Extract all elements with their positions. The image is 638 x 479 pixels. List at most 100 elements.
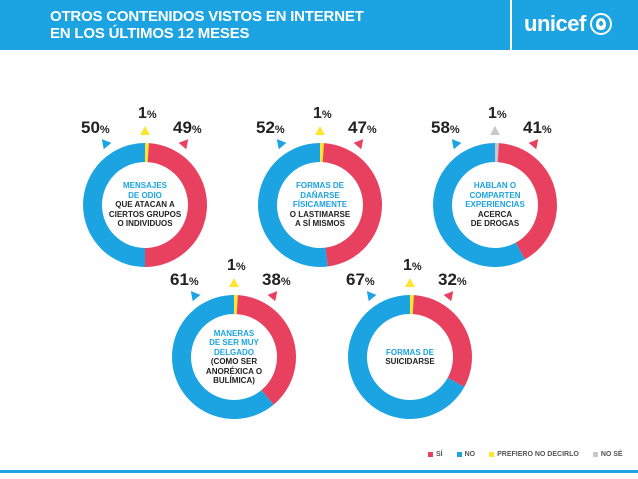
marker-si-3: [528, 139, 539, 150]
value-si-2: 47%: [348, 118, 377, 137]
label-blue-line-1: FORMAS DE: [386, 347, 434, 357]
slice-no-4: [171, 295, 274, 419]
value-no-5: 67%: [346, 270, 375, 289]
label-dark-line-2: A SÍ MISMOS: [295, 219, 345, 229]
unicef-emblem-icon: [589, 13, 612, 35]
value-si-1: 49%: [173, 118, 202, 137]
label-blue-line-2: DAÑARSE: [300, 190, 340, 200]
marker-si-1: [178, 139, 189, 150]
label-dark-line-2: DE DROGAS: [470, 219, 520, 229]
marker-si-5: [443, 291, 454, 302]
label-blue-line-1: MANERAS: [213, 328, 255, 338]
value-prefiero-5: 1%: [403, 257, 422, 274]
value-prefiero-4: 1%: [227, 257, 246, 274]
chart-center-label-5: FORMAS DE SUICIDARSE: [370, 348, 450, 367]
marker-prefiero-5: [405, 278, 415, 287]
header-bar: OTROS CONTENIDOS VISTOS EN INTERNET EN L…: [0, 0, 638, 50]
value-no-1: 50%: [81, 118, 110, 137]
label-dark-line-2: ANORÉXICA O: [205, 366, 263, 376]
label-blue-line-3: DELGADO: [214, 347, 254, 357]
legend-swatch-si: [428, 452, 433, 457]
slice-prefiero-2: [320, 143, 324, 163]
marker-no_se-3: [490, 126, 500, 135]
legend-item-no-se: NO SÉ: [592, 451, 623, 458]
slice-si-2: [322, 143, 383, 267]
page-title: OTROS CONTENIDOS VISTOS EN INTERNET EN L…: [50, 8, 450, 42]
label-dark-line-2: CIERTOS GRUPOS: [108, 209, 182, 219]
value-no-2: 52%: [256, 118, 285, 137]
marker-no-3: [451, 139, 462, 150]
label-dark-line-3: BULÍMICA): [213, 376, 255, 385]
value-si-5: 32%: [438, 270, 467, 289]
label-blue-line-1: MENSAJES: [122, 181, 167, 191]
value-prefiero-1: 1%: [138, 105, 157, 122]
slice-prefiero-1: [145, 143, 149, 163]
legend-item-no: NO: [456, 451, 476, 458]
slice-no-3: [432, 143, 525, 267]
label-blue-line-2: DE SER MUY: [209, 338, 259, 347]
chart-center-label-3: HABLAN O COMPARTEN EXPERIENCIAS ACERCA DE DR…: [455, 181, 535, 229]
marker-no-4: [190, 291, 201, 302]
legend-swatch-no: [456, 452, 462, 457]
slice-si-5: [412, 295, 472, 387]
title-line-2: EN LOS ÚLTIMOS 12 MESES: [50, 25, 250, 42]
marker-si-2: [353, 139, 364, 150]
label-blue-line-2: COMPARTEN: [469, 190, 521, 200]
slice-no_se-3: [495, 143, 499, 163]
marker-no-2: [276, 139, 287, 150]
label-dark-line-3: O INDIVIDUOS: [117, 219, 173, 229]
header-divider: [510, 0, 512, 50]
legend-item-si: SÍ: [428, 451, 443, 458]
slice-no-2: [258, 143, 328, 267]
marker-no-1: [101, 139, 112, 150]
slice-si-3: [497, 143, 557, 260]
legend-label-no: NO: [464, 451, 476, 458]
label-dark-line-1: O LASTIMARSE: [289, 209, 351, 219]
chart-center-label-2: FORMAS DE DAÑARSE FÍSICAMENTE O LASTIMARSE A…: [280, 181, 360, 229]
slice-si-1: [145, 143, 207, 267]
value-si-3: 41%: [523, 118, 552, 137]
label-dark-line-1: ACERCA: [477, 209, 513, 219]
chart-center-label-4: MANERAS DE SER MUY DELGADO (COMO SER ANORÉXI…: [194, 329, 274, 386]
slice-prefiero-4: [234, 295, 238, 315]
unicef-logo: unicef: [524, 6, 612, 42]
value-si-4: 38%: [262, 270, 291, 289]
marker-no-5: [366, 291, 377, 302]
legend: SÍ NO PREFIERO NO DECIRLO NO SÉ: [428, 451, 623, 458]
label-blue-line-2: DE ODIO: [128, 190, 162, 200]
value-no-3: 58%: [431, 118, 460, 137]
legend-label-prefiero: PREFIERO NO DECIRLO: [497, 451, 579, 458]
label-blue-line-3: EXPERIENCIAS: [465, 200, 525, 210]
label-blue-line-1: HABLAN O: [473, 181, 517, 191]
footer-line: [0, 470, 638, 473]
marker-prefiero-2: [315, 126, 325, 135]
value-no-4: 61%: [170, 270, 199, 289]
slice-prefiero-5: [410, 295, 414, 315]
slice-no-5: [347, 295, 465, 419]
legend-label-si: SÍ: [436, 451, 443, 458]
legend-label-no-se: NO SÉ: [600, 451, 623, 458]
marker-si-4: [267, 291, 278, 302]
value-no_se-3: 1%: [488, 105, 507, 122]
chart-center-label-1: MENSAJES DE ODIO QUE ATACAN A CIERTOS GRUPO…: [105, 181, 185, 229]
marker-prefiero-1: [140, 126, 150, 135]
logo-text: unicef: [524, 11, 586, 36]
label-dark-line-1: SUICIDARSE: [385, 357, 435, 366]
legend-item-prefiero: PREFIERO NO DECIRLO: [489, 451, 579, 458]
label-blue-line-3: FÍSICAMENTE: [292, 200, 348, 210]
marker-prefiero-4: [229, 278, 239, 287]
slice-si-4: [236, 295, 296, 405]
label-dark-line-1: (COMO SER: [210, 357, 258, 366]
label-blue-line-1: FORMAS DE: [296, 181, 344, 191]
title-line-1: OTROS CONTENIDOS VISTOS EN INTERNET: [50, 8, 364, 25]
legend-swatch-no-se: [592, 452, 598, 457]
legend-swatch-prefiero: [489, 452, 495, 457]
value-prefiero-2: 1%: [313, 105, 332, 122]
slice-no-1: [83, 143, 145, 267]
label-dark-line-1: QUE ATACAN A: [115, 200, 175, 210]
